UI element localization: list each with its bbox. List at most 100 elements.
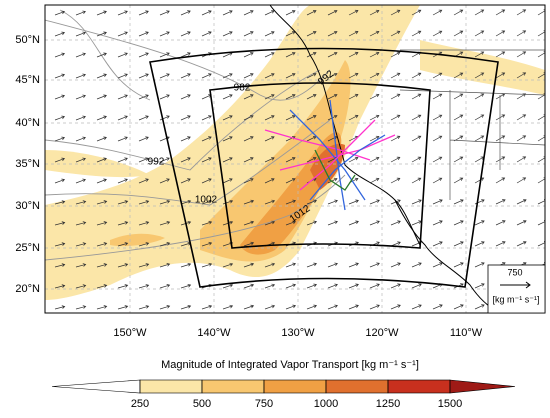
vector [138, 178, 149, 184]
colorbar-segment [139, 379, 203, 394]
vector [390, 9, 401, 16]
colorbar-tick-label: 500 [193, 398, 211, 410]
vector [348, 72, 359, 79]
vector [222, 262, 234, 268]
vector [159, 73, 170, 79]
vector [75, 94, 86, 100]
colorbar-tick-label: 1250 [376, 398, 400, 410]
vector [327, 30, 338, 37]
vector [159, 263, 171, 268]
vector [96, 284, 108, 289]
vector [390, 30, 401, 37]
vector [369, 199, 380, 205]
vector [453, 220, 464, 226]
vector [285, 52, 296, 58]
vector [327, 199, 338, 205]
colorbar-segment [387, 379, 451, 394]
vector [453, 30, 464, 37]
vector [264, 220, 276, 226]
vector [285, 178, 296, 184]
lon-label: 130°W [281, 327, 315, 339]
vector [159, 242, 171, 247]
vector [222, 178, 233, 184]
reference-value: 750 [507, 267, 522, 277]
vector [159, 10, 170, 16]
vector [243, 241, 255, 247]
vector [117, 305, 129, 310]
vector [411, 9, 422, 16]
colorbar-segment [263, 379, 327, 394]
outer-domain [149, 47, 499, 288]
vector [117, 136, 128, 142]
vector [54, 115, 66, 121]
vector [54, 157, 66, 163]
vector [117, 178, 128, 184]
vector [306, 304, 318, 310]
ivt-shading [420, 40, 545, 95]
vector [54, 284, 66, 289]
lat-label: 45°N [15, 74, 40, 86]
vector [243, 136, 254, 142]
vector [138, 136, 149, 142]
graticule [45, 5, 545, 313]
vector [474, 9, 485, 16]
vector [390, 135, 401, 142]
vector [285, 262, 297, 268]
vector [369, 220, 380, 226]
vector [159, 52, 170, 58]
vector [285, 199, 297, 205]
vector [117, 115, 128, 121]
vector [243, 304, 255, 310]
vector [390, 93, 401, 100]
vector [432, 9, 443, 16]
lat-label: 40°N [15, 117, 40, 129]
vector [306, 30, 317, 37]
vector [348, 114, 359, 121]
vector [75, 52, 86, 58]
contour-label: 1002 [195, 195, 218, 206]
vector [54, 10, 66, 16]
vector [96, 94, 107, 100]
vector [306, 51, 317, 58]
vector [222, 136, 233, 142]
vector [264, 52, 275, 58]
vector [453, 177, 464, 184]
vector [117, 94, 128, 100]
vector [180, 94, 191, 100]
vector [495, 51, 506, 58]
vector [390, 220, 401, 226]
vector [159, 200, 171, 205]
vector [264, 178, 275, 184]
vector [390, 114, 401, 121]
vector [264, 73, 275, 79]
vector [369, 177, 380, 184]
vector [432, 262, 443, 268]
vector [180, 73, 191, 79]
vector [117, 10, 128, 16]
vector [453, 199, 464, 205]
vector [327, 9, 338, 16]
vector [411, 283, 422, 289]
vector [264, 199, 276, 205]
vector [390, 51, 401, 58]
vector [369, 283, 380, 289]
vector [201, 136, 212, 142]
vector [369, 135, 380, 142]
vector [432, 199, 443, 205]
vector [75, 10, 86, 16]
vector [411, 304, 422, 310]
vector [285, 157, 296, 163]
vector [138, 10, 149, 16]
vector [54, 178, 66, 184]
vector [96, 115, 107, 121]
vector [54, 31, 66, 37]
ivt-shading [45, 5, 420, 300]
vector [54, 221, 66, 226]
vector [369, 51, 380, 58]
vector [327, 93, 338, 100]
vector [138, 157, 149, 163]
vector [117, 73, 128, 79]
colorbar: 250 500 750 1000 1250 1500 [51, 379, 516, 410]
vector [117, 263, 129, 268]
vector [138, 242, 150, 247]
